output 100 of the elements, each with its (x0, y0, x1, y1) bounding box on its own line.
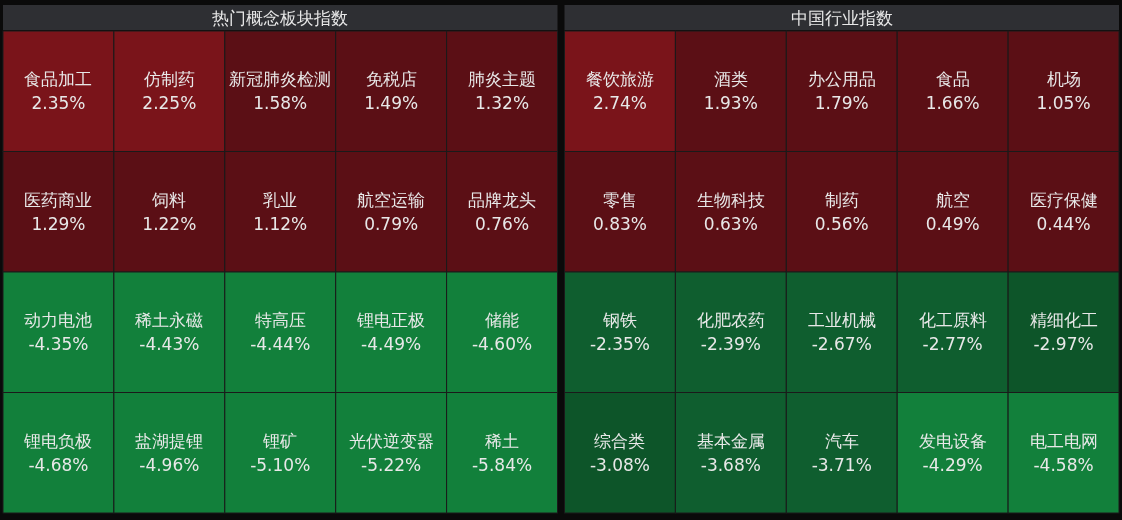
cell: 仿制药 2.25% (113, 30, 226, 152)
category-label: 化肥农药 (696, 310, 765, 331)
cell: 餐饮旅游 2.74% (564, 30, 676, 152)
data-label: -3.68% (700, 454, 761, 475)
cell: 生物科技 0.63% (674, 151, 787, 273)
category-label: 发电设备 (918, 430, 987, 451)
cell: 食品加工 2.35% (2, 30, 115, 152)
cell: 医药商业 1.29% (2, 151, 115, 273)
cell: 新冠肺炎检测 1.58% (224, 30, 337, 152)
data-label: 1.66% (925, 93, 980, 114)
category-label: 锂矿 (262, 430, 298, 451)
cell: 盐湖提锂 -4.96% (113, 392, 226, 514)
category-label: 机场 (1046, 69, 1081, 90)
category-label: 特高压 (254, 310, 306, 331)
data-label: 1.58% (253, 93, 308, 114)
cell: 办公用品 1.79% (785, 30, 898, 152)
data-label: 0.83% (592, 213, 647, 234)
data-label: 1.93% (703, 93, 758, 114)
data-label: 2.74% (592, 93, 647, 114)
data-label: -2.97% (1033, 334, 1094, 355)
data-label: -2.77% (922, 334, 983, 355)
category-label: 医疗保健 (1029, 189, 1098, 210)
category-label: 综合类 (594, 430, 646, 451)
category-label: 肺炎主题 (468, 69, 537, 90)
cell: 工业机械 -2.67% (785, 271, 898, 393)
data-label: 0.56% (814, 213, 869, 234)
data-label: 1.12% (253, 213, 308, 234)
cell: 航空 0.49% (896, 151, 1009, 273)
cell: 锂矿 -5.10% (224, 392, 337, 514)
cell: 酒类 1.93% (674, 30, 787, 152)
category-label: 酒类 (713, 69, 748, 90)
category-label: 锂电正极 (356, 310, 426, 331)
category-label: 工业机械 (807, 310, 876, 331)
category-label: 制药 (824, 189, 859, 210)
cell: 品牌龙头 0.76% (446, 151, 558, 273)
category-label: 储能 (485, 310, 520, 331)
text: 热门概念板块指数 (212, 8, 349, 28)
cell: 航空运输 0.79% (335, 151, 448, 273)
category-label: 零售 (602, 189, 637, 210)
data-label: -4.68% (28, 454, 89, 475)
category-label: 锂电负极 (23, 430, 93, 451)
data-label: -4.44% (250, 334, 311, 355)
cell: 综合类 -3.08% (564, 392, 676, 514)
cell: 特高压 -4.44% (224, 271, 337, 393)
category-label: 新冠肺炎检测 (229, 69, 332, 90)
data-label: -4.96% (139, 454, 200, 475)
category-label: 稀土 (485, 430, 520, 451)
cell: 动力电池 -4.35% (2, 271, 115, 393)
cell: 储能 -4.60% (446, 271, 558, 393)
cell: 汽车 -3.71% (785, 392, 898, 514)
cell: 稀土永磁 -4.43% (113, 271, 226, 393)
cell: 免税店 1.49% (335, 30, 448, 152)
cell: 电工电网 -4.58% (1007, 392, 1120, 514)
cell: 锂电负极 -4.68% (2, 392, 115, 514)
data-label: -4.35% (28, 334, 89, 355)
category-label: 钢铁 (601, 310, 637, 331)
data-label: -4.58% (1033, 454, 1094, 475)
data-label: -4.49% (361, 334, 422, 355)
data-label: -2.35% (589, 334, 651, 355)
data-label: 0.76% (475, 213, 530, 234)
category-label: 动力电池 (24, 310, 93, 331)
category-label: 乳业 (263, 189, 298, 210)
data-label: -5.22% (361, 454, 422, 475)
cell: 医疗保健 0.44% (1007, 151, 1120, 273)
data-label: 0.63% (703, 213, 758, 234)
category-label: 盐湖提锂 (135, 430, 204, 451)
cell: 零售 0.83% (564, 151, 676, 273)
cell: 机场 1.05% (1007, 30, 1120, 152)
cell: 乳业 1.12% (224, 151, 337, 273)
data-label: 1.32% (475, 93, 530, 114)
category-label: 餐饮旅游 (585, 69, 654, 90)
text: 中国行业指数 (790, 8, 893, 28)
data-label: 2.35% (31, 93, 86, 114)
data-label: 1.49% (364, 93, 419, 114)
cell: 饲料 1.22% (113, 151, 226, 273)
category-label: 基本金属 (696, 430, 765, 451)
data-label: -4.29% (922, 454, 983, 475)
category-label: 免税店 (365, 69, 417, 90)
category-label: 生物科技 (696, 189, 765, 210)
data-label: -3.71% (811, 454, 872, 475)
data-label: -5.84% (471, 454, 533, 475)
data-label: -2.39% (700, 334, 761, 355)
category-label: 航空 (935, 189, 970, 210)
cell: 制药 0.56% (785, 151, 898, 273)
category-label: 稀土永磁 (135, 310, 204, 331)
data-label: -3.08% (589, 454, 651, 475)
cell: 锂电正极 -4.49% (335, 271, 448, 393)
cell: 稀土 -5.84% (446, 392, 558, 514)
cell: 化工原料 -2.77% (896, 271, 1009, 393)
data-label: 1.22% (142, 213, 197, 234)
data-label: -4.60% (471, 334, 533, 355)
cell: 钢铁 -2.35% (564, 271, 676, 393)
data-label: 0.49% (925, 213, 980, 234)
data-label: 0.44% (1036, 213, 1091, 234)
data-label: 0.79% (364, 213, 419, 234)
cell: 精细化工 -2.97% (1007, 271, 1120, 393)
cell: 发电设备 -4.29% (896, 392, 1009, 514)
category-label: 饲料 (151, 189, 187, 210)
category-label: 化工原料 (918, 310, 987, 331)
category-label: 汽车 (824, 430, 859, 451)
